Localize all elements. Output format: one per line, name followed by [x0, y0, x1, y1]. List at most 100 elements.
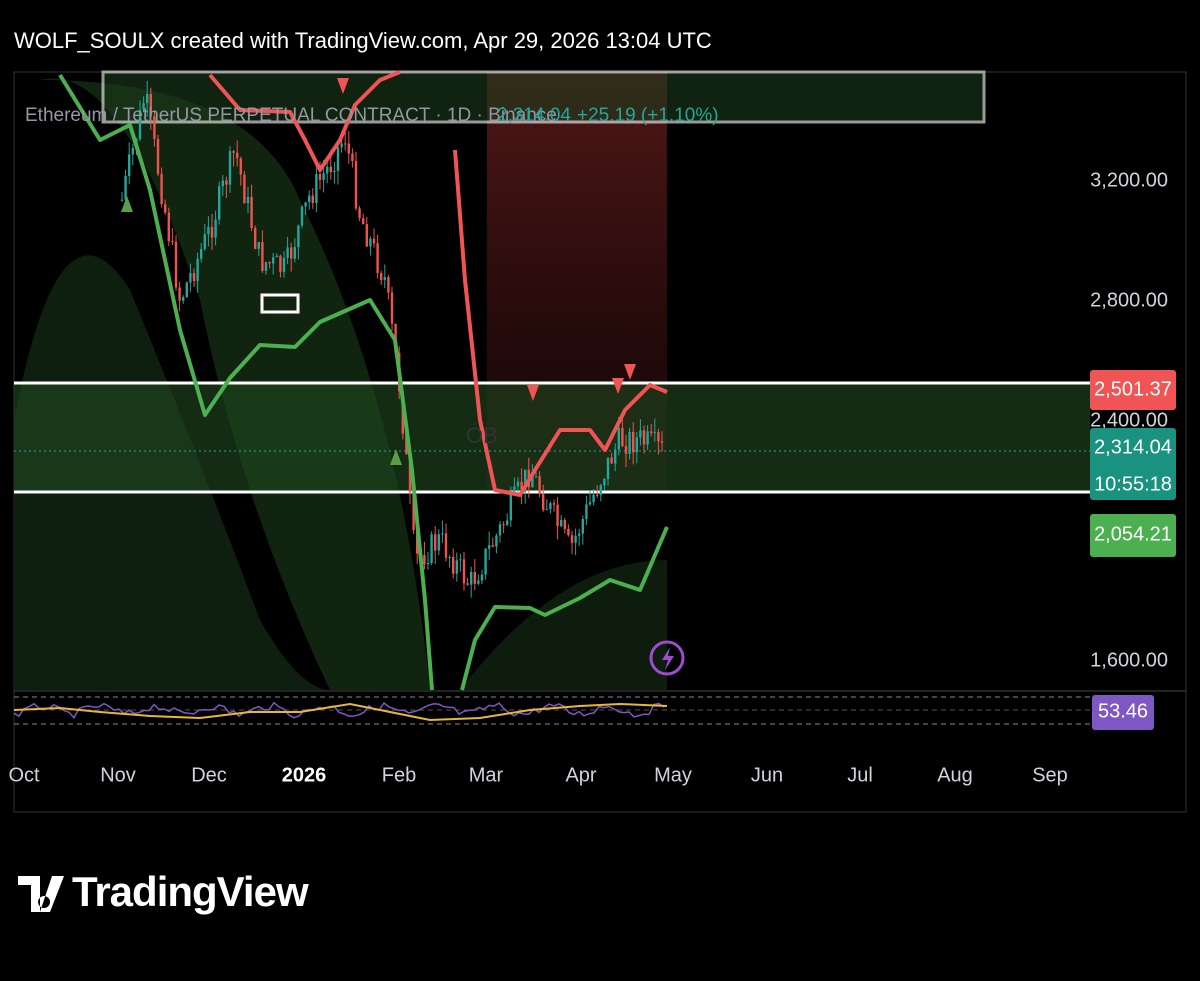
candle-body [315, 174, 318, 203]
candle-body [156, 138, 160, 174]
band-line [453, 149, 668, 497]
candle-body [405, 433, 408, 455]
candle-body [491, 545, 494, 547]
candle-body [160, 173, 163, 205]
candle-body [221, 180, 224, 187]
legend-change: +25.19 (+1.10%) [577, 105, 719, 126]
candle-body [304, 202, 307, 207]
time-tick: May [654, 764, 692, 786]
osc-label: 53.46 [1098, 700, 1148, 722]
candle-body [646, 431, 649, 445]
candle-body [509, 493, 512, 521]
candle-body [473, 572, 476, 584]
candle-body [538, 476, 541, 494]
candle-body [462, 559, 466, 584]
candle-body [412, 492, 415, 531]
candle-body [642, 430, 646, 445]
candle-body [128, 154, 131, 176]
candle-body [210, 226, 214, 238]
osc-line [13, 701, 665, 719]
candle-body [545, 509, 548, 511]
candle-body [149, 93, 152, 117]
time-tick: Feb [382, 764, 416, 786]
time-tick: Apr [565, 764, 596, 786]
top-box [101, 70, 986, 124]
candle-body [599, 485, 602, 495]
candle-body [243, 174, 246, 204]
candle-body [657, 432, 660, 442]
candle-body [650, 431, 653, 434]
candle-body [578, 533, 581, 536]
alert-icon [649, 640, 685, 676]
candle-body [326, 166, 329, 174]
candle-body [549, 503, 552, 510]
candle-body [434, 534, 437, 551]
candle-body [308, 195, 311, 203]
candle-body [448, 556, 451, 558]
legend-price: 2,314.04 [497, 105, 571, 126]
candle-body [174, 241, 178, 288]
candle-body [290, 247, 293, 259]
candle-body [365, 224, 368, 247]
candle-body [563, 520, 566, 529]
candle-body [455, 560, 458, 574]
candle-body [362, 218, 365, 225]
candle-body [124, 175, 127, 200]
annotation: OB [466, 423, 498, 448]
price-label-box [1090, 514, 1176, 557]
candle-body [272, 257, 275, 264]
candle-body [502, 524, 505, 526]
candle-body [480, 574, 484, 581]
candle-body [610, 457, 613, 464]
ob-zone [14, 383, 1090, 492]
candle-body [120, 199, 124, 201]
candle-body [344, 143, 347, 145]
logo-mark [18, 876, 64, 912]
candle-body [426, 562, 430, 565]
candle-body [452, 556, 455, 574]
candle-body [614, 449, 617, 464]
price-label: 2,054.21 [1094, 523, 1172, 545]
candle-body [567, 528, 570, 536]
time-tick: Aug [937, 764, 973, 786]
candle-body [138, 109, 142, 139]
candle-body [423, 555, 426, 565]
cloud [460, 560, 667, 690]
candle-body [376, 243, 379, 273]
candle-body [653, 432, 656, 434]
candle-body [286, 247, 289, 258]
candle-body [146, 93, 149, 104]
candle-body [534, 476, 538, 478]
candle-body [484, 548, 487, 575]
candle-body [520, 481, 523, 492]
time-tick: 2026 [282, 764, 327, 786]
candle-body [200, 249, 203, 259]
candle-body [196, 258, 199, 281]
candle-body [369, 238, 372, 247]
candle-body [632, 431, 635, 453]
candle-body [347, 143, 350, 154]
candle-body [560, 520, 563, 527]
candle-body [279, 255, 282, 272]
time-tick: Jul [847, 764, 873, 786]
candle-body [254, 227, 257, 249]
candle-body [570, 535, 574, 543]
time-tick: Oct [8, 764, 40, 786]
candle-body [477, 580, 480, 584]
candle-body [178, 287, 181, 301]
candle-body [257, 242, 260, 249]
price-tick: 2,400.00 [1090, 409, 1168, 431]
candle-body [322, 173, 325, 180]
candle-body [358, 208, 361, 219]
osc-signal [13, 702, 668, 722]
candle-body [498, 524, 502, 536]
candle-body [153, 116, 156, 139]
candle-body [574, 535, 577, 543]
candle-body [437, 534, 440, 551]
candle-body [282, 257, 286, 272]
candle-body [470, 572, 473, 585]
candle-body [329, 166, 332, 173]
candle-body [182, 297, 185, 301]
candle-body [351, 153, 354, 162]
candle-body [408, 454, 412, 493]
